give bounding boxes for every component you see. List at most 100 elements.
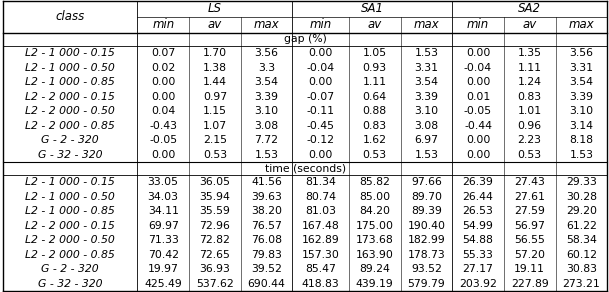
Text: 203.92: 203.92 (459, 279, 497, 289)
Text: 3.56: 3.56 (569, 48, 593, 58)
Text: 167.48: 167.48 (301, 221, 339, 231)
Text: 55.33: 55.33 (463, 250, 493, 260)
Text: 36.05: 36.05 (199, 177, 230, 187)
Text: 3.10: 3.10 (255, 106, 278, 116)
Text: 34.11: 34.11 (148, 206, 178, 216)
Text: 190.40: 190.40 (407, 221, 445, 231)
Text: 3.08: 3.08 (255, 121, 278, 131)
Text: 79.83: 79.83 (251, 250, 282, 260)
Text: 76.08: 76.08 (251, 235, 282, 245)
Text: max: max (414, 18, 439, 31)
Text: 182.99: 182.99 (407, 235, 445, 245)
Text: 0.00: 0.00 (466, 48, 490, 58)
Text: 3.39: 3.39 (255, 92, 278, 102)
Text: 33.05: 33.05 (148, 177, 178, 187)
Text: 72.82: 72.82 (199, 235, 230, 245)
Text: av: av (208, 18, 222, 31)
Text: 1.53: 1.53 (569, 150, 593, 160)
Text: 173.68: 173.68 (356, 235, 393, 245)
Text: 3.08: 3.08 (414, 121, 438, 131)
Text: 1.44: 1.44 (203, 77, 227, 87)
Text: 60.12: 60.12 (566, 250, 597, 260)
Text: 2.23: 2.23 (518, 135, 541, 145)
Text: 2.15: 2.15 (203, 135, 227, 145)
Text: 1.11: 1.11 (518, 62, 541, 73)
Text: 84.20: 84.20 (359, 206, 390, 216)
Text: 3.54: 3.54 (255, 77, 278, 87)
Text: 0.00: 0.00 (308, 48, 333, 58)
Text: 0.00: 0.00 (308, 150, 333, 160)
Text: 6.97: 6.97 (414, 135, 438, 145)
Text: L2 - 1 000 - 0.50: L2 - 1 000 - 0.50 (26, 62, 115, 73)
Text: 89.24: 89.24 (359, 264, 390, 274)
Text: -0.04: -0.04 (306, 62, 335, 73)
Text: 3.39: 3.39 (569, 92, 593, 102)
Text: 61.22: 61.22 (566, 221, 597, 231)
Text: 3.3: 3.3 (258, 62, 275, 73)
Text: 93.52: 93.52 (411, 264, 442, 274)
Text: L2 - 1 000 - 0.50: L2 - 1 000 - 0.50 (26, 192, 115, 202)
Text: 162.89: 162.89 (301, 235, 339, 245)
Text: av: av (523, 18, 537, 31)
Text: 71.33: 71.33 (148, 235, 178, 245)
Text: 72.65: 72.65 (199, 250, 230, 260)
Text: 85.47: 85.47 (305, 264, 336, 274)
Text: 0.04: 0.04 (151, 106, 175, 116)
Text: 36.93: 36.93 (199, 264, 230, 274)
Text: SA2: SA2 (518, 2, 541, 15)
Text: 690.44: 690.44 (248, 279, 286, 289)
Text: 3.56: 3.56 (255, 48, 278, 58)
Text: class: class (55, 10, 85, 23)
Text: 0.93: 0.93 (362, 62, 387, 73)
Text: 19.97: 19.97 (148, 264, 178, 274)
Text: 1.62: 1.62 (363, 135, 387, 145)
Text: 0.00: 0.00 (151, 92, 175, 102)
Text: 81.03: 81.03 (305, 206, 336, 216)
Text: max: max (568, 18, 594, 31)
Text: 0.88: 0.88 (362, 106, 387, 116)
Text: L2 - 2 000 - 0.50: L2 - 2 000 - 0.50 (26, 235, 115, 245)
Text: 26.53: 26.53 (463, 206, 493, 216)
Text: 27.61: 27.61 (514, 192, 545, 202)
Text: 178.73: 178.73 (407, 250, 445, 260)
Text: G - 32 - 320: G - 32 - 320 (38, 279, 102, 289)
Text: -0.07: -0.07 (306, 92, 335, 102)
Text: 39.63: 39.63 (251, 192, 282, 202)
Text: 7.72: 7.72 (255, 135, 278, 145)
Text: -0.05: -0.05 (149, 135, 177, 145)
Text: 1.07: 1.07 (203, 121, 227, 131)
Text: 0.01: 0.01 (466, 92, 490, 102)
Text: L2 - 2 000 - 0.15: L2 - 2 000 - 0.15 (26, 92, 115, 102)
Text: 39.52: 39.52 (251, 264, 282, 274)
Text: L2 - 2 000 - 0.85: L2 - 2 000 - 0.85 (26, 250, 115, 260)
Text: 163.90: 163.90 (356, 250, 393, 260)
Text: 0.00: 0.00 (466, 135, 490, 145)
Text: 0.97: 0.97 (203, 92, 227, 102)
Text: time (seconds): time (seconds) (264, 164, 346, 173)
Text: 0.00: 0.00 (151, 150, 175, 160)
Text: 3.54: 3.54 (414, 77, 438, 87)
Text: 3.31: 3.31 (414, 62, 438, 73)
Text: 38.20: 38.20 (251, 206, 282, 216)
Text: 0.53: 0.53 (518, 150, 542, 160)
Text: 80.74: 80.74 (305, 192, 336, 202)
Text: L2 - 1 000 - 0.85: L2 - 1 000 - 0.85 (26, 206, 115, 216)
Text: 0.83: 0.83 (518, 92, 542, 102)
Text: 0.53: 0.53 (362, 150, 387, 160)
Text: G - 2 - 320: G - 2 - 320 (41, 264, 99, 274)
Text: L2 - 1 000 - 0.15: L2 - 1 000 - 0.15 (26, 177, 115, 187)
Text: 1.15: 1.15 (203, 106, 227, 116)
Text: 72.96: 72.96 (199, 221, 230, 231)
Text: 227.89: 227.89 (511, 279, 549, 289)
Text: 54.99: 54.99 (463, 221, 493, 231)
Text: 1.70: 1.70 (203, 48, 227, 58)
Text: -0.45: -0.45 (306, 121, 334, 131)
Text: 35.94: 35.94 (199, 192, 230, 202)
Text: 29.20: 29.20 (566, 206, 597, 216)
Text: 19.11: 19.11 (514, 264, 545, 274)
Text: L2 - 2 000 - 0.50: L2 - 2 000 - 0.50 (26, 106, 115, 116)
Text: 157.30: 157.30 (301, 250, 340, 260)
Text: 439.19: 439.19 (356, 279, 393, 289)
Text: 0.00: 0.00 (466, 150, 490, 160)
Text: -0.11: -0.11 (306, 106, 334, 116)
